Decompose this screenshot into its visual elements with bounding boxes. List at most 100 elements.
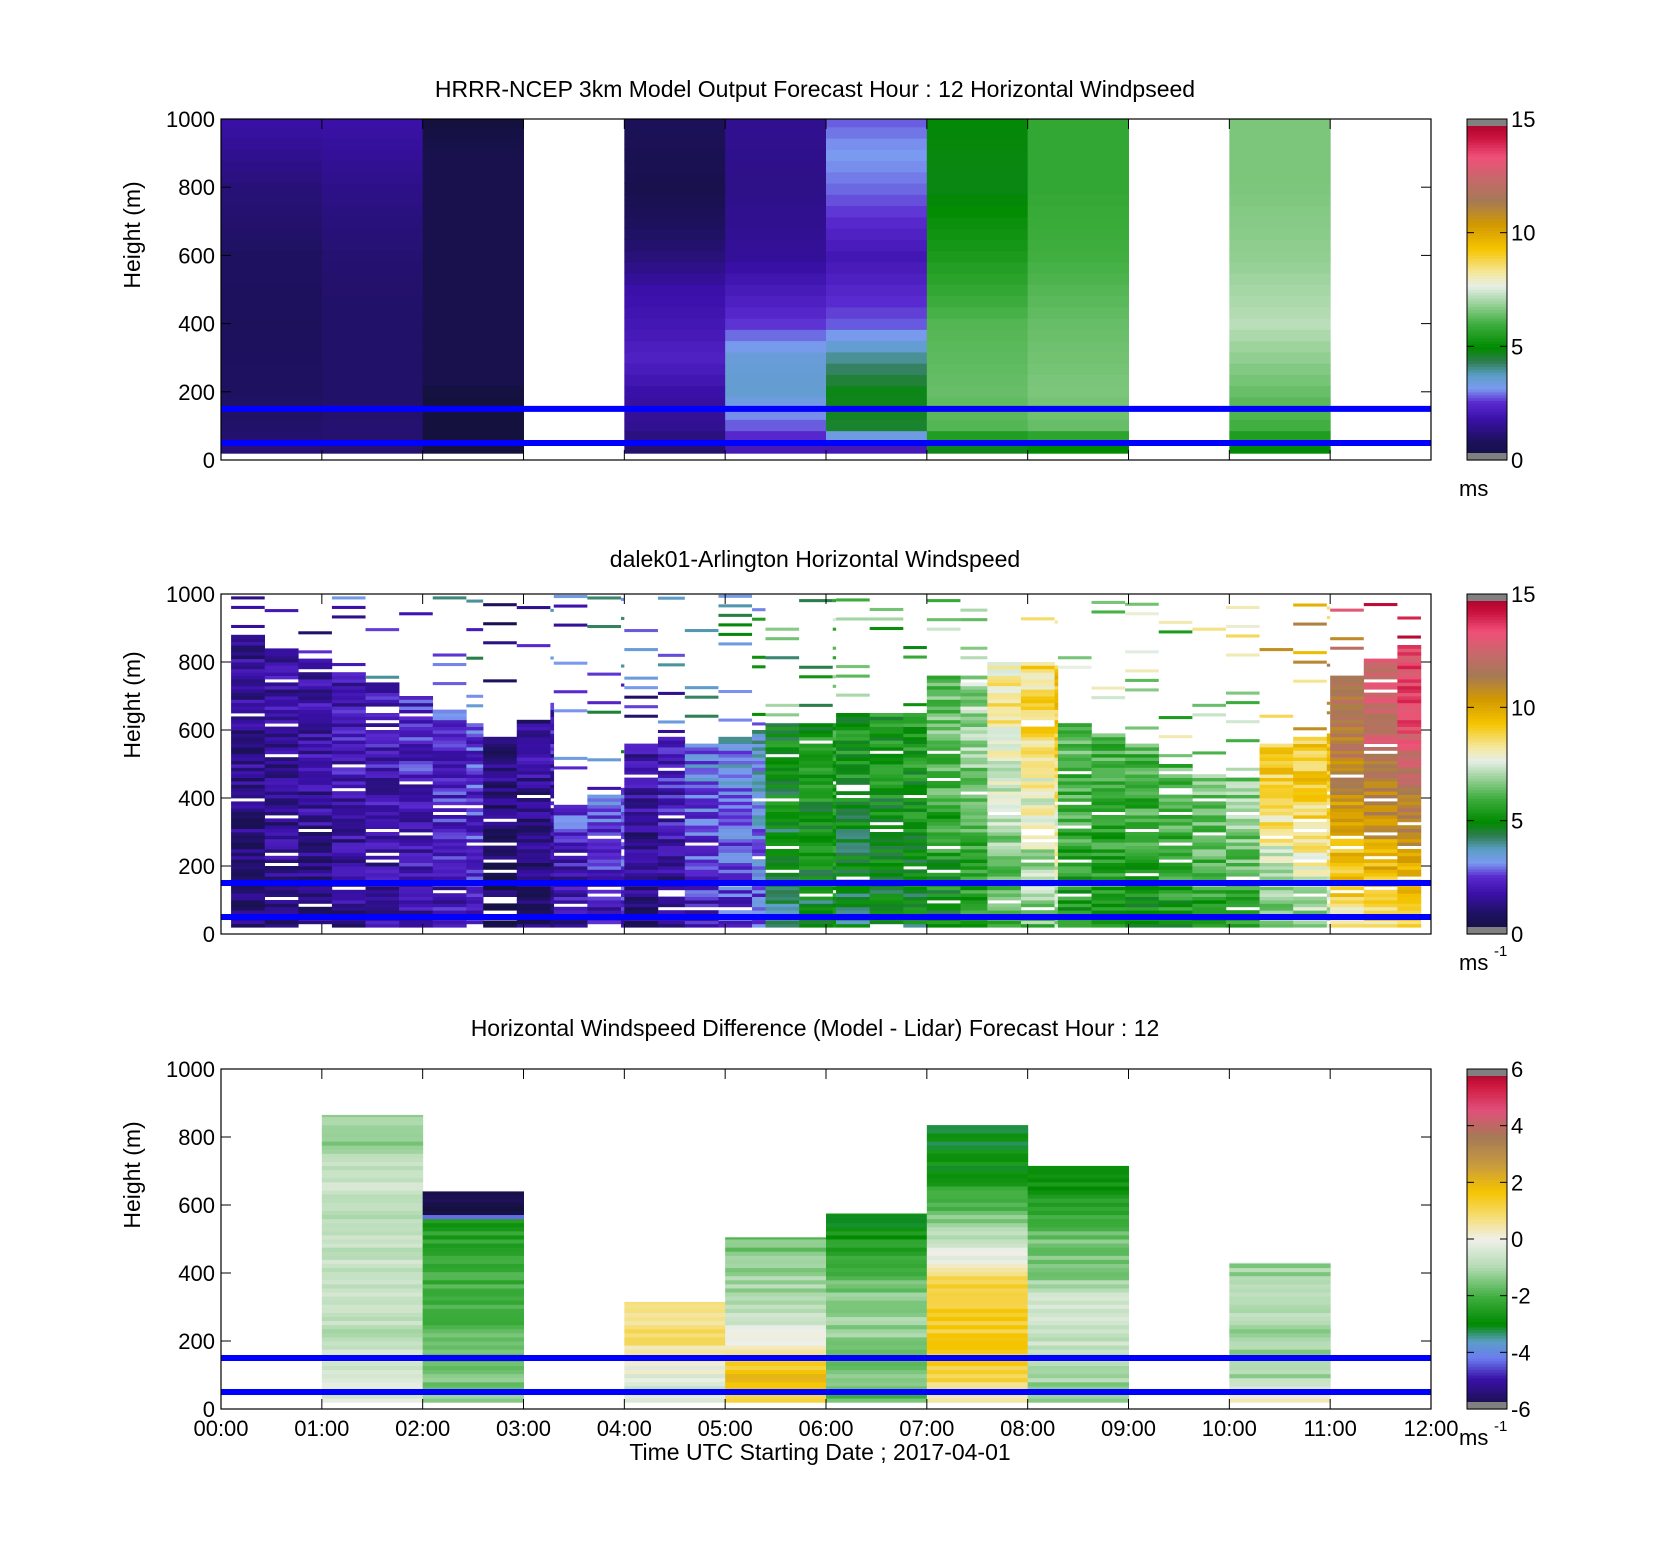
- heatmap-cell: [624, 804, 659, 809]
- colorbar-segment: [1467, 611, 1507, 615]
- heatmap-cell: [826, 385, 928, 398]
- heatmap-cell: [1363, 859, 1398, 863]
- heatmap-cell: [1057, 777, 1092, 782]
- heatmap-cell: [832, 876, 837, 880]
- heatmap-cell: [1363, 736, 1398, 741]
- heatmap-cell: [321, 261, 424, 274]
- colorbar-segment: [1467, 400, 1507, 404]
- heatmap-cell: [1397, 743, 1422, 748]
- heatmap-cell: [1397, 726, 1422, 731]
- heatmap-cell: [1125, 876, 1160, 880]
- heatmap-cell: [799, 835, 834, 840]
- colorbar-segment: [1467, 1307, 1507, 1311]
- heatmap-cell: [826, 1385, 928, 1391]
- colorbar-segment: [1467, 628, 1507, 632]
- heatmap-cell: [799, 753, 834, 758]
- heatmap-cell: [869, 736, 904, 741]
- heatmap-cell: [331, 719, 366, 724]
- heatmap-cell: [1020, 862, 1055, 867]
- heatmap-cell: [725, 160, 827, 173]
- heatmap-cell: [1057, 900, 1092, 904]
- heatmap-cell: [903, 869, 928, 874]
- heatmap-cell: [1158, 801, 1193, 806]
- heatmap-cell: [620, 825, 625, 829]
- heatmap-cell: [483, 920, 518, 925]
- heatmap-cell: [221, 318, 323, 330]
- colorbar-segment: [1467, 144, 1507, 149]
- colorbar-segment: [1467, 181, 1507, 185]
- heatmap-cell: [1054, 849, 1059, 853]
- heatmap-cell: [926, 1149, 1029, 1154]
- heatmap-cell: [1229, 1385, 1331, 1391]
- heatmap-cell: [516, 845, 551, 850]
- heatmap-cell: [1091, 872, 1126, 877]
- heatmap-cell: [1158, 923, 1193, 928]
- heatmap-cell: [1158, 781, 1193, 785]
- heatmap-cell: [321, 441, 424, 454]
- heatmap-cell: [1229, 1365, 1331, 1371]
- heatmap-cell: [799, 900, 834, 904]
- heatmap-cell: [718, 910, 753, 914]
- heatmap-cell: [718, 815, 753, 819]
- heatmap-cell: [1397, 825, 1422, 829]
- colorbar-segment: [1467, 414, 1507, 418]
- heatmap-cell: [321, 126, 424, 139]
- heatmap-cell: [422, 1234, 524, 1240]
- heatmap-cell: [826, 408, 928, 420]
- heatmap-cell: [399, 818, 434, 823]
- heatmap-cell: [399, 723, 434, 727]
- heatmap-cell: [422, 239, 524, 252]
- heatmap-cell: [432, 770, 467, 775]
- heatmap-cell: [231, 665, 265, 670]
- heatmap-cell: [832, 869, 837, 874]
- colorbar-segment: [1467, 360, 1507, 364]
- heatmap-cell: [1027, 1345, 1129, 1350]
- heatmap-cell: [1397, 777, 1422, 782]
- heatmap-cell: [321, 1239, 424, 1244]
- heatmap-cell: [1326, 845, 1331, 850]
- heatmap-cell: [765, 723, 800, 727]
- heatmap-cell: [1397, 702, 1422, 707]
- heatmap-cell: [365, 910, 400, 914]
- heatmap-cell: [483, 886, 518, 891]
- heatmap-cell: [264, 923, 299, 928]
- heatmap-cell: [321, 1275, 424, 1281]
- heatmap-cell: [264, 808, 299, 812]
- heatmap-cell: [1259, 757, 1294, 761]
- heatmap-cell: [321, 1324, 424, 1330]
- heatmap-cell: [1020, 791, 1055, 795]
- heatmap-cell: [321, 1394, 424, 1399]
- heatmap-cell: [1363, 781, 1398, 785]
- heatmap-cell: [836, 750, 870, 755]
- heatmap-cell: [684, 862, 719, 867]
- heatmap-cell: [1091, 736, 1126, 741]
- heatmap-cell: [466, 808, 484, 812]
- heatmap-cell: [483, 923, 518, 928]
- heatmap-cell: [1091, 906, 1126, 911]
- heatmap-cell: [231, 685, 265, 690]
- heatmap-cell: [657, 808, 686, 812]
- heatmap-cell: [1363, 784, 1398, 789]
- heatmap-cell: [231, 896, 265, 901]
- heatmap-cell: [765, 859, 800, 863]
- heatmap-cell: [1091, 733, 1126, 738]
- heatmap-cell: [331, 849, 366, 853]
- heatmap-cell: [1225, 653, 1260, 657]
- heatmap-cell: [624, 770, 659, 775]
- heatmap-cell: [432, 794, 467, 799]
- heatmap-cell: [718, 623, 753, 627]
- heatmap-cell: [799, 808, 834, 812]
- heatmap-cell: [1125, 832, 1160, 836]
- heatmap-cell: [987, 723, 1022, 727]
- heatmap-cell: [1054, 889, 1059, 894]
- colorbar-segment: [1467, 1074, 1507, 1079]
- heatmap-cell: [399, 716, 434, 721]
- heatmap-cell: [926, 736, 961, 741]
- heatmap-cell: [1020, 716, 1055, 721]
- heatmap-cell: [926, 1320, 1029, 1326]
- heatmap-cell: [1363, 889, 1398, 894]
- heatmap-cell: [1091, 801, 1126, 806]
- heatmap-cell: [926, 719, 961, 724]
- heatmap-cell: [1397, 835, 1422, 840]
